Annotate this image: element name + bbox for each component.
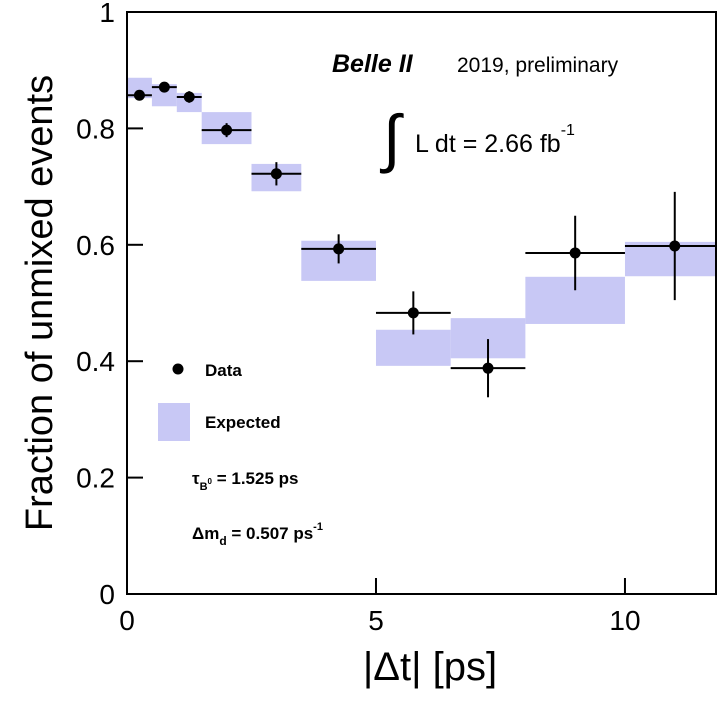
y-tick-label: 0.2: [76, 463, 115, 494]
legend-marker: [172, 363, 184, 375]
legend-label: Data: [205, 361, 242, 380]
expected-band: [151, 84, 177, 107]
plot-area: [127, 77, 717, 398]
data-point: [407, 307, 419, 319]
legend-swatch: [158, 403, 190, 441]
data-point: [669, 240, 681, 252]
x-tick-label: 0: [119, 605, 135, 636]
luminosity-text: L dt = 2.66 fb: [415, 130, 561, 158]
data-point: [569, 247, 581, 259]
y-tick-label: 0: [99, 579, 115, 610]
lifetime-text: = 1.525 ps: [212, 469, 298, 488]
mixing-symbol: Δm: [192, 524, 219, 543]
expected-band: [127, 77, 152, 99]
data-point: [133, 89, 145, 101]
x-tick-label: 10: [609, 605, 640, 636]
integral-sign: ∫: [379, 102, 404, 174]
mixing-sup: -1: [313, 521, 323, 533]
legend-label: Expected: [205, 413, 281, 432]
data-point: [183, 91, 195, 103]
luminosity-sup: -1: [561, 122, 575, 139]
y-axis-label: Fraction of unmixed events: [19, 75, 61, 531]
title: Belle II: [332, 50, 414, 78]
expected-band: [375, 329, 451, 366]
lifetime: τB0 = 1.525 ps: [192, 469, 298, 493]
lifetime-sub: B: [200, 481, 208, 493]
y-tick-label: 1: [99, 0, 115, 28]
mixing: Δmd = 0.507 ps-1: [192, 521, 323, 548]
data-point: [158, 81, 170, 93]
subtitle: 2019, preliminary: [457, 54, 619, 77]
lifetime-subsup: 0: [208, 477, 213, 486]
mixing-sub: d: [219, 534, 226, 548]
mixing-text: = 0.507 ps: [227, 524, 313, 543]
lifetime-symbol: τ: [192, 469, 200, 488]
data-point: [270, 168, 282, 180]
data-point: [333, 243, 345, 255]
x-tick-label: 5: [368, 605, 384, 636]
y-tick-label: 0.8: [76, 113, 115, 144]
y-tick-label: 0.6: [76, 230, 115, 261]
data-point: [221, 124, 233, 136]
frame: [126, 11, 717, 595]
luminosity: L dt = 2.66 fb-1: [415, 122, 575, 158]
data-point: [482, 362, 494, 374]
x-axis-label: |Δt| [ps]: [363, 645, 497, 689]
y-tick-label: 0.4: [76, 346, 115, 377]
